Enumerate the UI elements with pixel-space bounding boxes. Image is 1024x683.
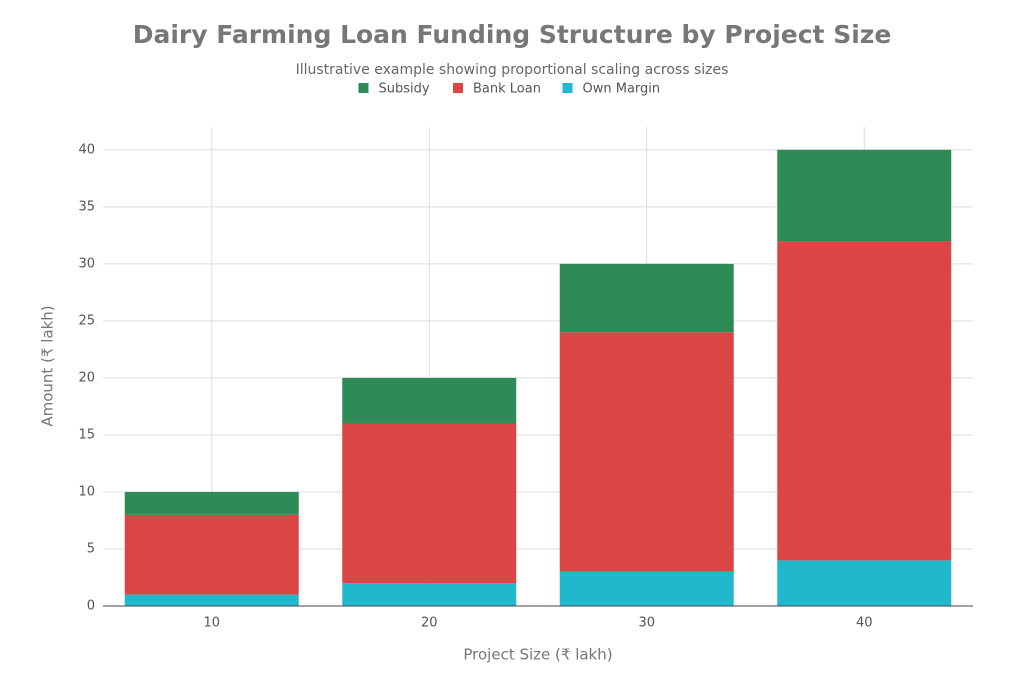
legend-label: Subsidy bbox=[379, 82, 430, 97]
x-axis-title: Project Size (₹ lakh) bbox=[463, 646, 612, 664]
bars bbox=[124, 149, 952, 606]
x-tick-label: 30 bbox=[638, 616, 655, 631]
x-tick-label: 20 bbox=[421, 616, 438, 631]
legend: Subsidy Bank Loan Own Margin bbox=[358, 82, 661, 97]
y-tick-label: 5 bbox=[87, 541, 95, 556]
bar-segment bbox=[342, 423, 517, 584]
bar-segment bbox=[342, 377, 517, 424]
bar-segment bbox=[777, 560, 952, 606]
legend-swatch bbox=[358, 83, 369, 93]
y-tick-label: 15 bbox=[78, 427, 95, 442]
bar-segment bbox=[124, 491, 299, 515]
chart-title: Dairy Farming Loan Funding Structure by … bbox=[133, 20, 892, 49]
y-axis-title: Amount (₹ lakh) bbox=[39, 305, 57, 426]
y-tick-label: 10 bbox=[78, 484, 95, 499]
bar-segment bbox=[124, 594, 299, 606]
y-tick-label: 20 bbox=[78, 370, 95, 385]
x-tick-label: 10 bbox=[203, 616, 220, 631]
legend-label: Own Margin bbox=[583, 82, 661, 97]
bar-segment bbox=[777, 241, 952, 561]
chart-subtitle: Illustrative example showing proportiona… bbox=[296, 62, 729, 78]
y-tick-label: 30 bbox=[78, 256, 95, 271]
bar-segment bbox=[559, 263, 734, 333]
legend-label: Bank Loan bbox=[473, 82, 541, 97]
bar-segment bbox=[342, 583, 517, 606]
y-tick-label: 40 bbox=[78, 142, 95, 157]
bar-segment bbox=[777, 149, 952, 242]
x-tick-label: 40 bbox=[856, 616, 873, 631]
bar-segment bbox=[559, 332, 734, 572]
y-tick-label: 0 bbox=[87, 599, 95, 614]
bar-segment bbox=[559, 571, 734, 606]
y-tick-label: 25 bbox=[78, 313, 95, 328]
legend-swatch bbox=[453, 83, 463, 93]
bar-segment bbox=[124, 514, 299, 595]
legend-swatch bbox=[562, 83, 573, 93]
y-tick-label: 35 bbox=[78, 199, 95, 214]
